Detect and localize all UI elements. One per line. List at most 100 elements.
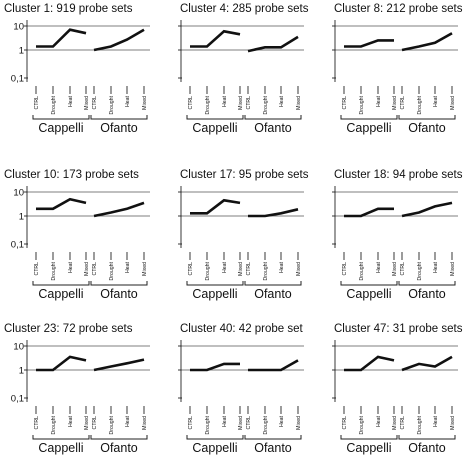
category-label: Drought (51, 415, 57, 434)
category-label: Heat (68, 415, 74, 427)
series-line-cappelli (36, 355, 87, 372)
y-tick-label: 1 (19, 46, 24, 57)
category-label: Drought (263, 415, 269, 434)
group-label: Ofanto (100, 441, 138, 455)
category-label: Heat (68, 261, 74, 273)
category-label: Mixed (84, 96, 90, 110)
group-bracket (398, 281, 456, 286)
series-line-ofanto (401, 32, 453, 52)
category-label: Heat (279, 261, 285, 273)
category-label: Heat (125, 95, 131, 107)
series-line-cappelli (36, 197, 87, 211)
series-line-ofanto (247, 35, 299, 53)
category-label: CTRL (92, 416, 98, 430)
category-label: Drought (109, 415, 115, 434)
group-label: Cappelli (346, 441, 391, 455)
group-bracket (186, 435, 244, 440)
category-label: CTRL (188, 416, 194, 430)
y-tick-label: 10 (13, 188, 24, 199)
group-label: Ofanto (254, 441, 292, 455)
y-tick-label: 0,1 (11, 240, 24, 251)
category-label: CTRL (342, 262, 348, 276)
group-label: Cappelli (38, 121, 83, 135)
series-line-ofanto (248, 359, 299, 372)
category-label: Mixed (296, 416, 302, 430)
category-label: Drought (359, 95, 365, 114)
cluster-panel: Cluster 40: 42 probe set CTRL Drought Heat M… (178, 323, 304, 455)
category-label: Mixed (296, 262, 302, 276)
y-tick-label: 10 (13, 342, 24, 353)
panel-title: Cluster 10: 173 probe sets (4, 169, 139, 181)
group-bracket (90, 115, 148, 120)
group-label: Ofanto (100, 287, 138, 301)
category-label: Heat (376, 95, 382, 107)
series-line-ofanto (401, 355, 453, 372)
cluster-panel: Cluster 4: 285 probe sets CTRL Drought Heat… (178, 3, 309, 135)
cluster-panel: Cluster 47: 31 probe sets CTRL Drought Heat… (332, 323, 463, 455)
series-line-cappelli (190, 29, 241, 48)
category-label: Mixed (238, 96, 244, 110)
category-label: Mixed (450, 262, 456, 276)
group-bracket (32, 281, 90, 286)
group-label: Ofanto (254, 121, 292, 135)
panel-title: Cluster 1: 919 probe sets (4, 3, 133, 15)
series-line-cappelli (190, 198, 241, 215)
group-label: Cappelli (346, 287, 391, 301)
category-label: Mixed (392, 96, 398, 110)
group-bracket (32, 115, 90, 120)
category-label: CTRL (246, 262, 252, 276)
series-line-ofanto (401, 201, 453, 218)
category-label: Heat (125, 261, 131, 273)
category-label: CTRL (34, 262, 40, 276)
group-bracket (340, 281, 398, 286)
category-label: CTRL (188, 96, 194, 110)
category-label: Heat (433, 261, 439, 273)
group-bracket (90, 435, 148, 440)
category-label: CTRL (246, 96, 252, 110)
group-bracket (398, 435, 456, 440)
category-label: Drought (263, 261, 269, 280)
category-label: CTRL (246, 416, 252, 430)
panel-title: Cluster 4: 285 probe sets (180, 3, 309, 15)
category-label: Heat (222, 95, 228, 107)
group-label: Cappelli (192, 441, 237, 455)
category-label: Mixed (392, 262, 398, 276)
category-label: Drought (51, 95, 57, 114)
group-label: Cappelli (346, 121, 391, 135)
category-label: Drought (205, 415, 211, 434)
category-label: CTRL (34, 96, 40, 110)
category-label: Drought (263, 95, 269, 114)
category-label: Drought (109, 95, 115, 114)
category-label: Mixed (142, 96, 148, 110)
category-label: Heat (376, 415, 382, 427)
category-label: Drought (417, 95, 423, 114)
group-bracket (398, 115, 456, 120)
series-line-cappelli (344, 207, 394, 218)
panel-title: Cluster 40: 42 probe set (180, 323, 304, 335)
y-tick-label: 1 (19, 212, 24, 223)
y-tick-label: 10 (13, 22, 24, 33)
category-label: Mixed (238, 262, 244, 276)
category-label: Drought (205, 95, 211, 114)
category-label: Heat (222, 261, 228, 273)
category-label: Heat (279, 95, 285, 107)
cluster-panel: Cluster 17: 95 probe sets CTRL Drought Heat… (178, 169, 309, 301)
category-label: CTRL (400, 262, 406, 276)
category-label: Heat (376, 261, 382, 273)
group-bracket (186, 281, 244, 286)
group-bracket (340, 115, 398, 120)
category-label: CTRL (34, 416, 40, 430)
category-label: Drought (417, 415, 423, 434)
series-line-cappelli (344, 355, 395, 372)
y-tick-label: 1 (19, 366, 24, 377)
group-label: Ofanto (408, 287, 446, 301)
group-label: Ofanto (254, 287, 292, 301)
group-label: Cappelli (38, 287, 83, 301)
category-label: CTRL (342, 416, 348, 430)
category-label: Heat (433, 415, 439, 427)
category-label: Heat (279, 415, 285, 427)
series-line-ofanto (248, 208, 299, 218)
category-label: Mixed (84, 262, 90, 276)
group-bracket (32, 435, 90, 440)
